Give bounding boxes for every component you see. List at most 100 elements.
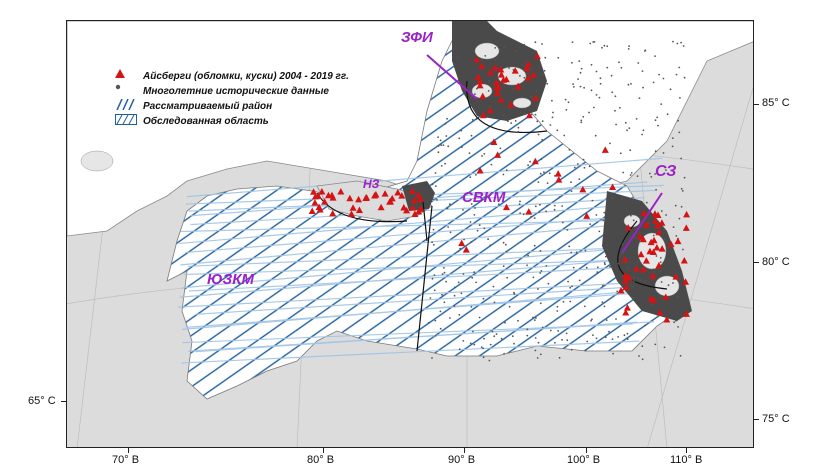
historic-point bbox=[470, 134, 473, 137]
historic-point bbox=[660, 281, 663, 283]
historic-point bbox=[629, 261, 631, 264]
iceberg-point bbox=[497, 71, 505, 78]
tick-bottom bbox=[128, 448, 129, 453]
historic-point bbox=[679, 354, 682, 357]
historic-point bbox=[571, 285, 573, 288]
historic-point bbox=[546, 205, 548, 207]
historic-point bbox=[557, 56, 560, 59]
historic-point bbox=[662, 77, 665, 80]
grey-dot-icon bbox=[115, 84, 137, 97]
historic-point bbox=[627, 83, 630, 86]
historic-point bbox=[468, 152, 471, 155]
iceberg-point bbox=[311, 192, 319, 200]
historic-point bbox=[553, 208, 556, 211]
historic-point bbox=[626, 129, 628, 132]
iceberg-point bbox=[655, 261, 663, 269]
historic-point bbox=[612, 197, 615, 200]
historic-point bbox=[556, 305, 559, 308]
historic-point bbox=[617, 336, 619, 338]
legend-label: Обследованная область bbox=[143, 116, 269, 127]
survey-track bbox=[180, 221, 650, 266]
historic-point bbox=[502, 173, 505, 176]
historic-point bbox=[641, 133, 643, 136]
historic-point bbox=[554, 341, 556, 344]
historic-point bbox=[484, 55, 487, 57]
historic-point bbox=[544, 56, 547, 59]
historic-point bbox=[580, 67, 583, 70]
survey-track bbox=[181, 340, 640, 364]
historic-point bbox=[458, 313, 461, 316]
historic-point bbox=[506, 276, 508, 279]
historic-point bbox=[567, 101, 570, 104]
iceberg-point bbox=[348, 210, 356, 217]
historic-point bbox=[624, 121, 627, 124]
historic-point bbox=[672, 40, 674, 43]
historic-point bbox=[665, 169, 667, 172]
historic-point bbox=[606, 66, 609, 69]
historic-point bbox=[659, 270, 662, 273]
historic-point bbox=[508, 107, 511, 109]
historic-point bbox=[533, 319, 536, 321]
historic-point bbox=[588, 165, 591, 168]
historic-point bbox=[630, 284, 633, 287]
historic-point bbox=[570, 348, 573, 351]
historic-point bbox=[660, 103, 663, 105]
map-frame: Айсберги (обломки, куски) 2004 - 2019 гг… bbox=[66, 20, 754, 448]
iceberg-point bbox=[355, 206, 363, 213]
iceberg-point bbox=[640, 209, 648, 217]
historic-point bbox=[569, 300, 572, 303]
historic-point bbox=[665, 214, 667, 216]
historic-point bbox=[439, 139, 442, 142]
iceberg-point bbox=[524, 74, 532, 81]
historic-point bbox=[615, 123, 617, 126]
historic-point bbox=[462, 340, 465, 342]
historic-point bbox=[598, 230, 601, 233]
historic-point bbox=[475, 194, 478, 197]
historic-point bbox=[598, 96, 601, 99]
historic-point bbox=[445, 280, 447, 283]
iceberg-point bbox=[674, 237, 682, 245]
historic-point bbox=[551, 99, 553, 102]
iceberg-point bbox=[458, 239, 466, 247]
historic-point bbox=[630, 214, 632, 217]
historic-point bbox=[493, 335, 496, 338]
historic-point bbox=[470, 96, 472, 98]
historic-point bbox=[570, 181, 572, 184]
historic-point bbox=[523, 43, 526, 46]
historic-data-points bbox=[427, 40, 686, 362]
historic-point bbox=[480, 58, 482, 61]
legend: Айсберги (обломки, куски) 2004 - 2019 гг… bbox=[115, 69, 349, 129]
historic-point bbox=[534, 113, 537, 116]
historic-point bbox=[675, 235, 678, 237]
historic-point bbox=[507, 120, 509, 123]
historic-point bbox=[582, 158, 585, 161]
iceberg-point bbox=[511, 67, 519, 74]
iceberg-point bbox=[682, 278, 690, 285]
historic-point bbox=[682, 45, 685, 47]
historic-point bbox=[473, 271, 476, 274]
region-label-sz: СЗ bbox=[655, 163, 677, 180]
historic-point bbox=[610, 74, 613, 77]
historic-point bbox=[638, 97, 641, 99]
iceberg-point bbox=[658, 245, 666, 252]
iceberg-point bbox=[656, 309, 664, 316]
historic-point bbox=[449, 231, 452, 234]
iceberg-point bbox=[315, 203, 323, 211]
iceberg-point bbox=[476, 77, 484, 85]
iceberg-point bbox=[667, 240, 675, 248]
historic-point bbox=[530, 95, 533, 97]
historic-point bbox=[480, 346, 483, 348]
historic-point bbox=[603, 262, 606, 264]
historic-point bbox=[462, 209, 464, 211]
historic-point bbox=[667, 284, 670, 287]
historic-point bbox=[498, 48, 501, 51]
iceberg-point bbox=[362, 194, 370, 202]
historic-point bbox=[441, 293, 443, 296]
historic-point bbox=[632, 276, 635, 279]
historic-point bbox=[549, 124, 552, 126]
historic-point bbox=[561, 221, 564, 224]
historic-point bbox=[640, 279, 642, 281]
historic-point bbox=[603, 44, 606, 47]
historic-point bbox=[460, 129, 463, 132]
historic-point bbox=[535, 90, 538, 92]
